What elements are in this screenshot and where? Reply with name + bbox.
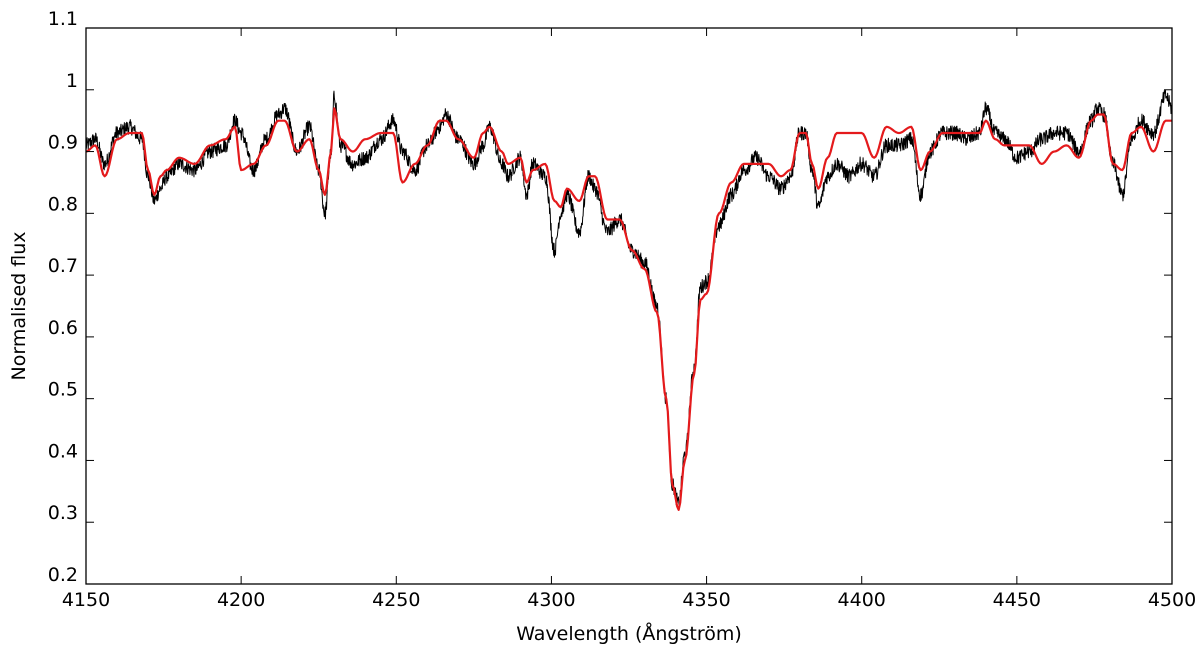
y-axis-label: Normalised flux (8, 232, 30, 381)
y-tick-label: 1 (66, 70, 78, 92)
y-tick-label: 0.4 (48, 440, 78, 462)
x-tick-label: 4400 (838, 589, 886, 611)
x-tick-label: 4450 (993, 589, 1041, 611)
series-group (85, 89, 1173, 511)
y-tick-label: 0.8 (48, 193, 78, 215)
x-tick-label: 4150 (62, 589, 110, 611)
observed-spectrum-line (85, 89, 1173, 510)
x-tick-label: 4300 (527, 589, 575, 611)
y-tick-label: 0.9 (48, 132, 78, 154)
y-tick-label: 0.7 (48, 255, 78, 277)
model-spectrum-line (85, 107, 1172, 511)
axis-ticks: 4150 4200 4250 4300 4350 4400 4450 4500 0.2 0.3 0.… (48, 8, 1196, 611)
y-tick-label: 1.1 (48, 8, 78, 30)
y-tick-label: 0.3 (48, 502, 78, 524)
y-tick-label: 0.6 (48, 317, 78, 339)
plot-frame (85, 27, 1173, 585)
x-tick-label: 4250 (372, 589, 420, 611)
y-tick-label: 0.2 (48, 564, 78, 586)
x-axis-label: Wavelength (Ångström) (516, 622, 742, 645)
x-tick-label: 4500 (1148, 589, 1196, 611)
x-tick-label: 4350 (682, 589, 730, 611)
x-tick-label: 4200 (217, 589, 265, 611)
y-tick-label: 0.5 (48, 379, 78, 401)
